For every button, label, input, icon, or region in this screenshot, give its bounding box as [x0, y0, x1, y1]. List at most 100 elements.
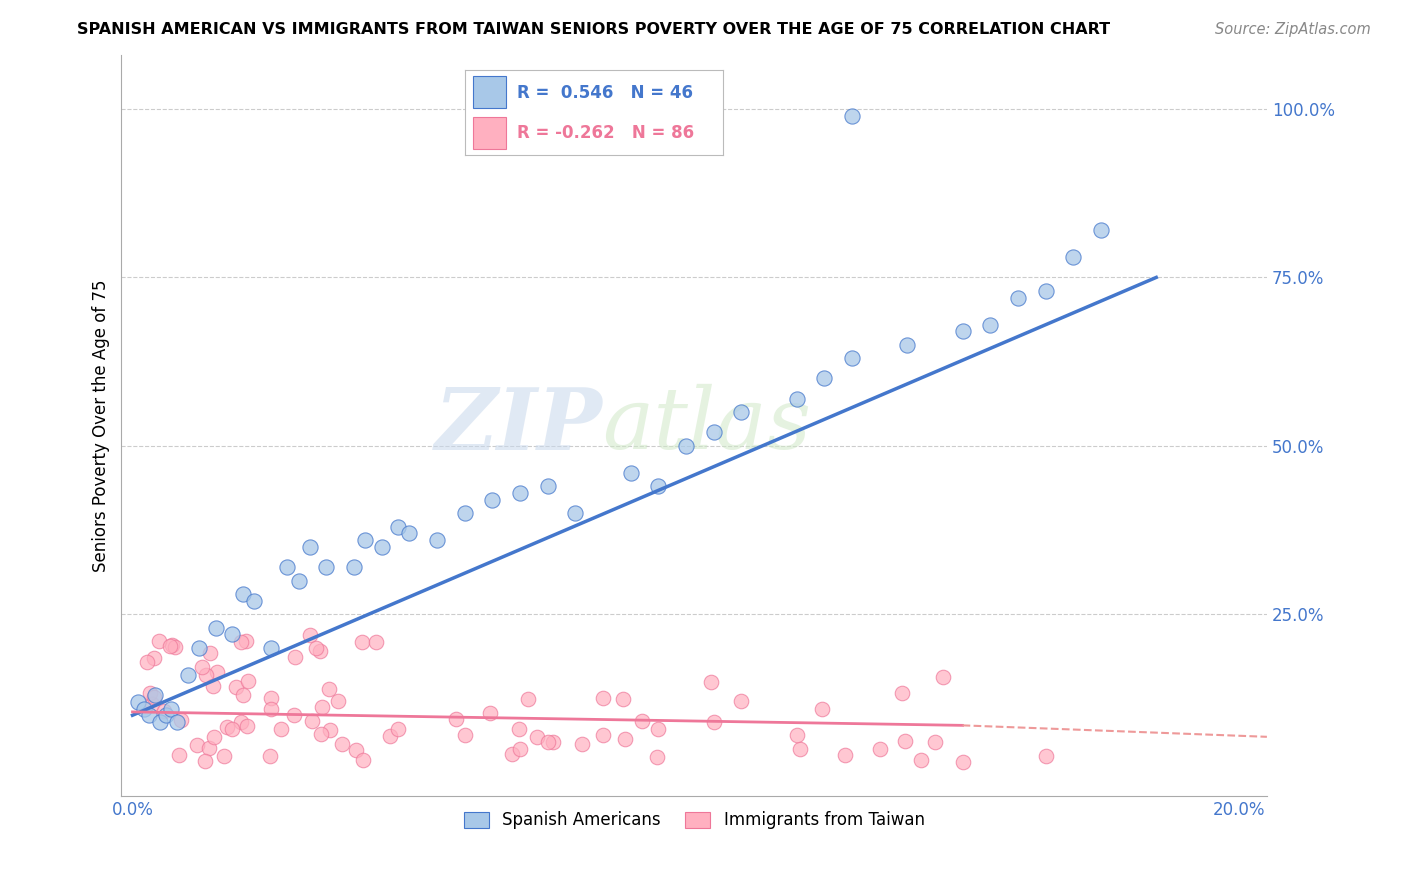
Y-axis label: Seniors Poverty Over the Age of 75: Seniors Poverty Over the Age of 75 — [93, 279, 110, 572]
Point — [318, 682, 340, 697]
Point — [229, 635, 252, 649]
Point — [177, 668, 200, 682]
Point — [592, 729, 614, 743]
Point — [647, 479, 669, 493]
Point — [370, 540, 392, 554]
Point — [932, 670, 955, 684]
Point — [700, 674, 723, 689]
Point — [619, 466, 641, 480]
Point — [702, 425, 724, 440]
Point — [198, 646, 221, 660]
Text: Source: ZipAtlas.com: Source: ZipAtlas.com — [1215, 22, 1371, 37]
Point — [508, 723, 530, 737]
Point — [170, 713, 193, 727]
Point — [167, 747, 190, 762]
Point — [142, 690, 165, 704]
Point — [153, 704, 176, 718]
Point — [1090, 223, 1112, 237]
Point — [730, 405, 752, 419]
Point — [571, 737, 593, 751]
Point — [910, 753, 932, 767]
Point — [541, 735, 564, 749]
Point — [834, 748, 856, 763]
Point — [730, 694, 752, 708]
Point — [841, 351, 863, 366]
Point — [315, 560, 337, 574]
Point — [869, 742, 891, 756]
Point — [139, 686, 162, 700]
Point — [516, 692, 538, 706]
Point — [592, 691, 614, 706]
Point — [478, 706, 501, 720]
Point — [260, 701, 283, 715]
Point — [614, 732, 637, 747]
Point — [138, 708, 160, 723]
Point — [453, 729, 475, 743]
Point — [198, 741, 221, 756]
Point — [647, 749, 669, 764]
Point — [215, 720, 238, 734]
Point — [155, 708, 177, 723]
Point — [127, 695, 149, 709]
Point — [304, 641, 326, 656]
Point — [270, 723, 292, 737]
Point — [132, 701, 155, 715]
Point — [501, 747, 523, 761]
Text: ZIP: ZIP — [434, 384, 603, 467]
Point — [204, 621, 226, 635]
Point — [141, 698, 163, 712]
Point — [352, 753, 374, 767]
Point — [328, 694, 350, 708]
Point — [143, 688, 166, 702]
Point — [444, 712, 467, 726]
Point — [298, 540, 321, 554]
Point — [232, 587, 254, 601]
Point — [891, 686, 914, 700]
Point — [813, 371, 835, 385]
Point — [187, 640, 209, 655]
Point — [481, 492, 503, 507]
Point — [235, 719, 257, 733]
Point — [894, 733, 917, 747]
Point — [276, 560, 298, 574]
Point — [350, 635, 373, 649]
Point — [311, 699, 333, 714]
Point — [309, 727, 332, 741]
Point — [1035, 748, 1057, 763]
Point — [786, 729, 808, 743]
Point — [283, 708, 305, 723]
Point — [232, 688, 254, 702]
Point — [426, 533, 449, 548]
Point — [398, 526, 420, 541]
Point — [841, 109, 863, 123]
Point — [702, 714, 724, 729]
Point — [160, 638, 183, 652]
Point — [952, 324, 974, 338]
Point — [509, 742, 531, 756]
Point — [298, 627, 321, 641]
Point — [343, 560, 366, 574]
Point — [924, 735, 946, 749]
Point — [143, 651, 166, 665]
Point — [221, 722, 243, 736]
Point — [202, 679, 225, 693]
Point — [811, 702, 834, 716]
Text: SPANISH AMERICAN VS IMMIGRANTS FROM TAIWAN SENIORS POVERTY OVER THE AGE OF 75 CO: SPANISH AMERICAN VS IMMIGRANTS FROM TAIW… — [77, 22, 1111, 37]
Point — [202, 730, 225, 744]
Point — [354, 533, 377, 548]
Point — [786, 392, 808, 406]
Point — [259, 749, 281, 764]
Point — [896, 338, 918, 352]
Point — [243, 593, 266, 607]
Point — [221, 627, 243, 641]
Point — [453, 506, 475, 520]
Point — [378, 729, 401, 743]
Point — [647, 722, 669, 736]
Legend: Spanish Americans, Immigrants from Taiwan: Spanish Americans, Immigrants from Taiwa… — [457, 805, 932, 836]
Point — [1035, 284, 1057, 298]
Point — [194, 754, 217, 768]
Point — [536, 735, 558, 749]
Point — [207, 665, 229, 679]
Point — [149, 714, 172, 729]
Point — [260, 640, 283, 655]
